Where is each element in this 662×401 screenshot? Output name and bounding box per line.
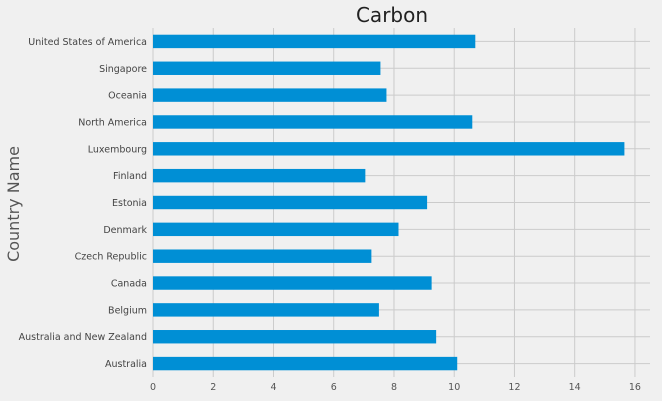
x-tick-label: 12 <box>508 382 520 393</box>
bars <box>153 34 625 371</box>
y-tick-label: Luxembourg <box>88 144 147 155</box>
bar-estonia <box>153 195 428 210</box>
bar-united-states-of-america <box>153 34 476 49</box>
bar-australia <box>153 356 458 371</box>
y-tick-label: Australia and New Zealand <box>19 332 147 343</box>
y-tick-label: Finland <box>113 171 147 182</box>
x-tick-label: 16 <box>629 382 641 393</box>
x-tick-labels: 0 2 4 6 8 10 12 14 16 <box>150 382 641 393</box>
x-tick-label: 0 <box>150 382 156 393</box>
y-tick-label: Oceania <box>108 91 147 102</box>
x-tick-label: 10 <box>448 382 460 393</box>
bar-finland <box>153 168 366 183</box>
y-tick-label: Singapore <box>99 64 147 75</box>
bar-belgium <box>153 303 379 317</box>
x-tick-label: 2 <box>210 382 216 393</box>
y-tick-label: Estonia <box>112 198 147 209</box>
y-tick-label: North America <box>78 117 147 128</box>
bar-denmark <box>153 222 399 237</box>
x-tick-label: 14 <box>569 382 581 393</box>
bar-oceania <box>153 88 387 102</box>
bar-singapore <box>153 61 381 75</box>
bar-north-america <box>153 115 473 129</box>
y-tick-label: United States of America <box>28 37 147 48</box>
y-axis-title: Country Name <box>4 146 23 262</box>
x-tick-label: 6 <box>331 382 337 393</box>
bar-canada <box>153 276 432 290</box>
chart-title: Carbon <box>356 3 428 27</box>
y-tick-label: Belgium <box>108 305 147 316</box>
y-tick-label: Australia <box>105 359 147 370</box>
x-tick-label: 8 <box>391 382 397 393</box>
bar-czech-republic <box>153 249 372 263</box>
y-tick-labels: Australia Australia and New Zealand Belgiu… <box>19 37 148 370</box>
y-tick-label: Canada <box>111 279 147 290</box>
y-tick-label: Czech Republic <box>75 252 147 263</box>
bar-australia-and-new-zealand <box>153 330 437 344</box>
y-tick-label: Denmark <box>103 225 147 236</box>
bar-luxembourg <box>153 142 625 156</box>
x-tick-label: 4 <box>270 382 276 393</box>
